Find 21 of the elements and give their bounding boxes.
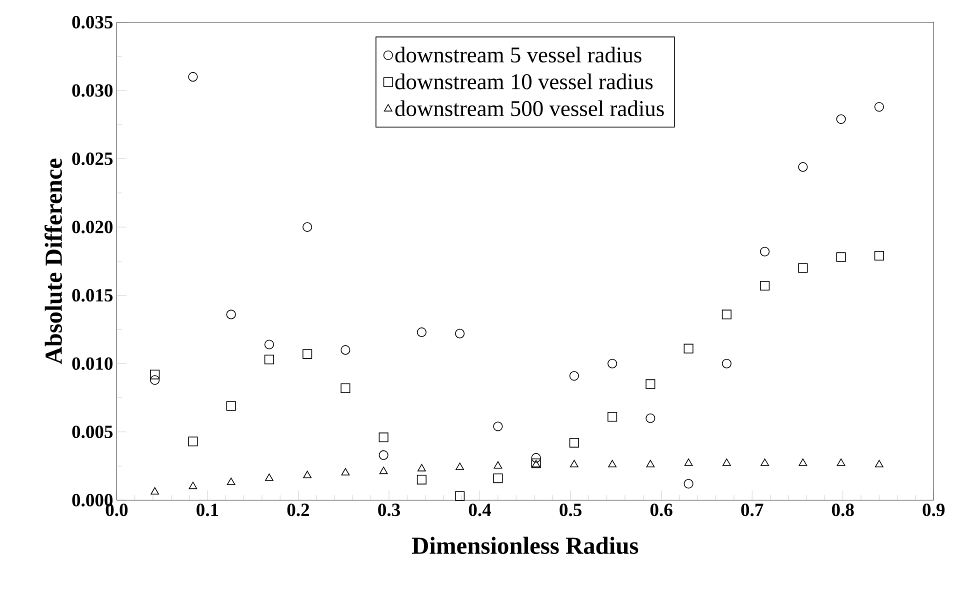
y-tick-label: 0.025: [72, 152, 113, 165]
y-tick-label: 0.010: [72, 357, 113, 370]
legend-label: downstream 5 vessel radius: [395, 46, 642, 62]
y-tick-label: 0.015: [72, 288, 113, 302]
y-tick-label: 0.035: [72, 16, 113, 28]
y-tick-label: 0.005: [72, 425, 113, 438]
x-tick-label: 0.2: [287, 504, 310, 516]
y-axis-title: Absolute Difference: [44, 158, 62, 364]
y-tick-label: 0.020: [72, 220, 113, 234]
x-tick-label: 0.4: [468, 504, 492, 516]
x-tick-label: 0.1: [196, 504, 218, 516]
x-axis-title: Dimensionless Radius: [412, 536, 638, 554]
x-tick-label: 0.6: [650, 504, 672, 516]
x-tick-label: 0.5: [560, 504, 582, 516]
x-tick-label: 0.3: [378, 504, 400, 516]
y-tick-label: 0.030: [72, 84, 113, 97]
x-tick-label: 0.7: [741, 504, 764, 516]
legend-label: downstream 10 vessel radius: [395, 73, 653, 90]
x-tick-label: 0.9: [922, 504, 945, 516]
legend-label: downstream 500 vessel radius: [395, 100, 664, 116]
x-tick-label: 0.8: [832, 504, 854, 516]
